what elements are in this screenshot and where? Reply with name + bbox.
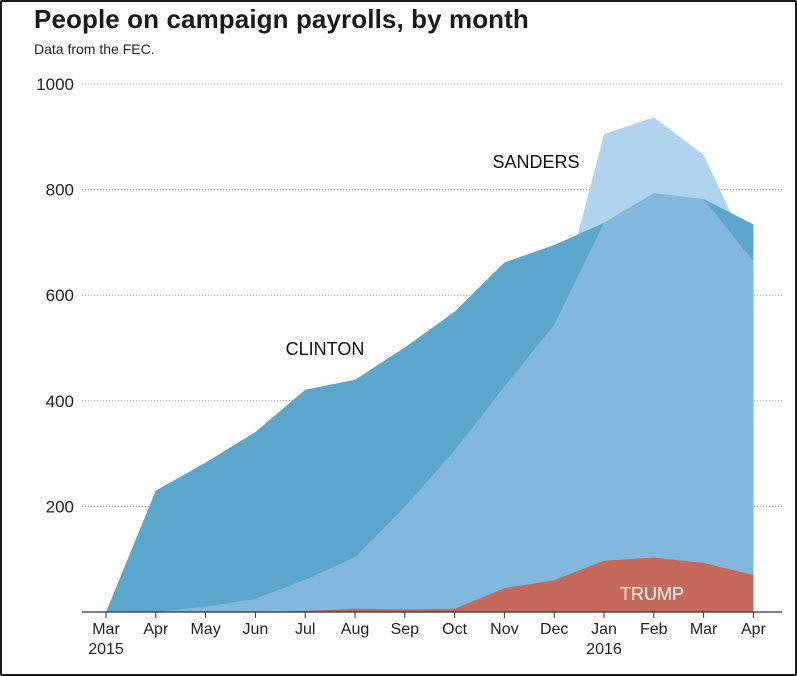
x-tick-label: Mar bbox=[690, 621, 718, 638]
x-tick-label: Apr bbox=[741, 621, 767, 638]
y-tick-label: 400 bbox=[46, 392, 74, 411]
chart-title: People on campaign payrolls, by month bbox=[34, 4, 529, 34]
x-tick-label: Mar bbox=[92, 621, 120, 638]
x-tick-label: Feb bbox=[640, 621, 668, 638]
y-tick-label: 200 bbox=[46, 497, 74, 516]
x-tick-label: Jul bbox=[295, 621, 315, 638]
x-tick-label: Sep bbox=[391, 621, 420, 638]
x-tick-label: Aug bbox=[341, 621, 369, 638]
series-labels: CLINTON SANDERS TRUMP bbox=[286, 152, 684, 604]
x-tick-label: Jan bbox=[591, 621, 617, 638]
sanders-clinton-overlap-area bbox=[106, 193, 754, 613]
x-tick-label: Jun bbox=[243, 621, 269, 638]
x-tick-label: May bbox=[190, 621, 220, 638]
axes: 200 400 600 800 1000 Mar Apr May Jun Jul Aug Sep Oct… bbox=[36, 75, 782, 658]
x-year-label: 2016 bbox=[586, 641, 622, 658]
trump-series-label: TRUMP bbox=[620, 584, 684, 604]
series-areas bbox=[106, 117, 754, 613]
y-tick-label: 800 bbox=[46, 181, 74, 200]
clinton-series-label: CLINTON bbox=[286, 339, 365, 359]
sanders-series-label: SANDERS bbox=[492, 152, 579, 172]
y-tick-label: 1000 bbox=[36, 75, 74, 94]
x-tick-label: Oct bbox=[442, 621, 467, 638]
x-tick-label: Dec bbox=[540, 621, 568, 638]
chart-subtitle: Data from the FEC. bbox=[34, 41, 155, 57]
trump-area bbox=[106, 557, 754, 612]
y-tick-label: 600 bbox=[46, 286, 74, 305]
x-tick-label: Apr bbox=[143, 621, 169, 638]
x-tick-label: Nov bbox=[490, 621, 518, 638]
x-year-label: 2015 bbox=[88, 641, 124, 658]
